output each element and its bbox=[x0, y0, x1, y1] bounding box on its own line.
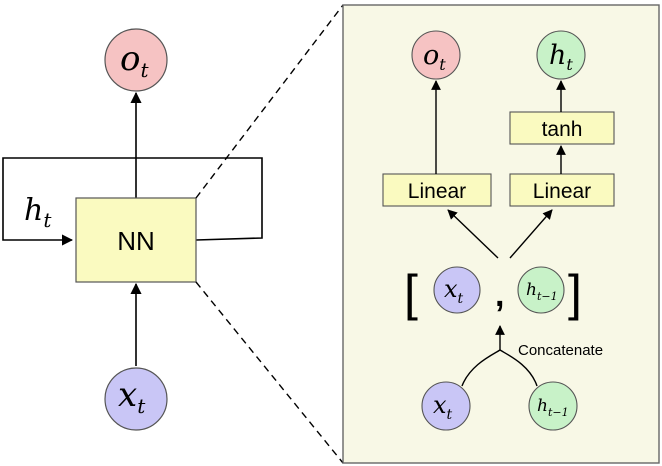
panel-hidden-out-label: ht bbox=[549, 40, 573, 74]
input-node-label: xt bbox=[118, 375, 146, 418]
bracket-close: ] bbox=[568, 265, 582, 321]
zoom-panel-background bbox=[342, 4, 660, 464]
arrow-concat-to-linear-right bbox=[509, 209, 553, 259]
input-h-node bbox=[528, 381, 578, 431]
zoom-line-top bbox=[195, 4, 344, 199]
bracket-open: [ bbox=[404, 265, 418, 321]
input-node bbox=[104, 367, 168, 431]
concat-x-label: xt bbox=[444, 275, 464, 307]
input-x-label: xt bbox=[433, 391, 453, 423]
curve-x-to-concat bbox=[461, 349, 501, 387]
input-h-label: ht−1 bbox=[537, 396, 569, 419]
concatenate-label: Concatenate bbox=[518, 342, 603, 359]
comma: , bbox=[495, 276, 504, 314]
concat-h-node bbox=[517, 266, 565, 314]
linear-block-right bbox=[509, 173, 615, 207]
panel-hidden-out-node bbox=[536, 30, 586, 80]
nn-block-label: NN bbox=[117, 226, 155, 256]
curve-h-to-concat bbox=[499, 349, 538, 387]
linear-right-label: Linear bbox=[533, 180, 591, 203]
nn-block bbox=[75, 197, 197, 283]
recurrent-loop bbox=[2, 157, 263, 246]
right-panel: ot ht tanh Linear Linear [ xt , ht−1 ] C… bbox=[342, 4, 660, 464]
output-node bbox=[104, 28, 168, 92]
hidden-state-label: ht bbox=[24, 193, 52, 232]
linear-left-label: Linear bbox=[408, 180, 466, 203]
output-node-label: ot bbox=[120, 39, 149, 82]
linear-block-left bbox=[382, 173, 492, 207]
left-rnn: ot ht NN xt bbox=[2, 28, 263, 431]
concat-h-label: ht−1 bbox=[526, 280, 558, 303]
arrow-concat-to-linear-left bbox=[447, 209, 499, 259]
tanh-block bbox=[509, 111, 615, 145]
tanh-label: tanh bbox=[542, 118, 583, 141]
panel-output-label: ot bbox=[423, 40, 446, 74]
zoom-line-bottom bbox=[195, 281, 344, 464]
panel-output-node bbox=[411, 30, 461, 80]
concat-x-node bbox=[433, 266, 481, 314]
input-x-node bbox=[421, 381, 471, 431]
